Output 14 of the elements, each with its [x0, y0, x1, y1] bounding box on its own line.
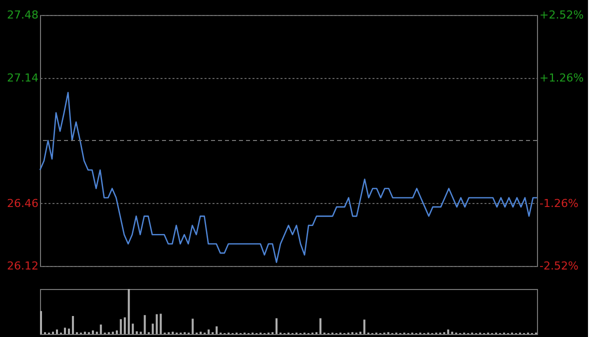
y-tick-label: 27.48	[7, 8, 38, 22]
bar	[136, 331, 138, 334]
y2-tick-label: -2.52%	[540, 260, 578, 272]
y2-tick-label: -1.26%	[540, 196, 578, 210]
y2-tick-label: +2.52%	[540, 8, 584, 22]
line-series	[39, 92, 538, 263]
y-tick-label: 26.46	[7, 196, 38, 210]
y2-tick-label: +1.26%	[540, 71, 584, 84]
bar	[116, 330, 118, 334]
y-tick-label: 27.14	[7, 71, 38, 84]
bar	[156, 314, 158, 334]
bar	[216, 326, 218, 334]
y-tick-label: 26.12	[7, 260, 38, 272]
bar	[64, 328, 66, 334]
